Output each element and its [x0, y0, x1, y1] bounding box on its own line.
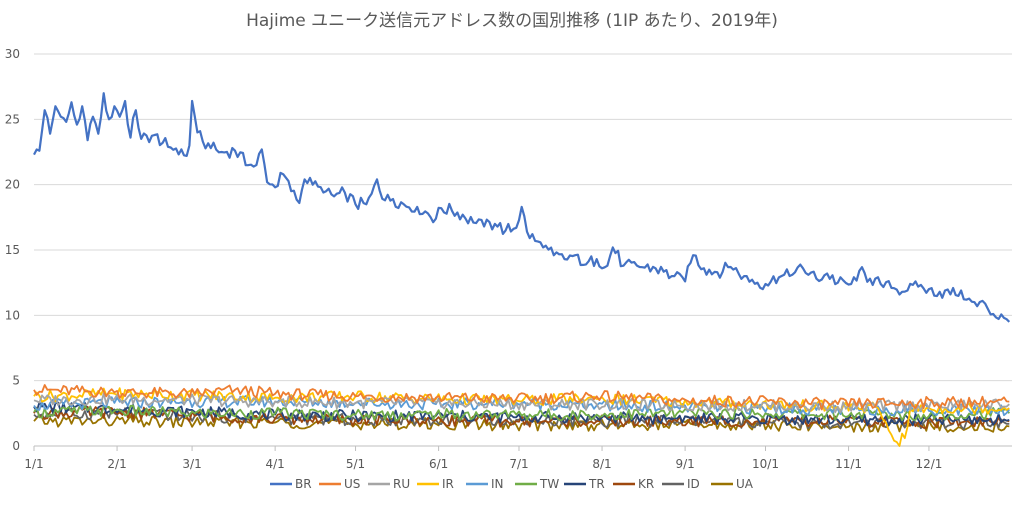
- legend-label-ru: RU: [393, 477, 410, 491]
- y-tick-label: 30: [5, 47, 20, 61]
- x-tick-label: 6/1: [429, 457, 448, 471]
- x-tick-label: 2/1: [107, 457, 126, 471]
- y-tick-label: 0: [12, 439, 20, 453]
- x-tick-label: 5/1: [346, 457, 365, 471]
- series-line-br: [33, 92, 1011, 323]
- y-tick-label: 10: [5, 308, 20, 322]
- x-tick-label: 7/1: [509, 457, 528, 471]
- legend-label-in: IN: [491, 477, 504, 491]
- series-line-tr: [33, 401, 1010, 427]
- series-lines: [33, 92, 1011, 447]
- legend-label-ir: IR: [442, 477, 454, 491]
- legend-label-tw: TW: [539, 477, 559, 491]
- x-tick-label: 11/1: [835, 457, 862, 471]
- gridlines: [34, 53, 1012, 382]
- x-tick-label: 3/1: [182, 457, 201, 471]
- y-tick-label: 20: [5, 178, 20, 192]
- series-line-tw: [33, 404, 1011, 422]
- y-tick-label: 15: [5, 243, 20, 257]
- legend-label-ua: UA: [736, 477, 754, 491]
- x-tick-label: 1/1: [24, 457, 43, 471]
- series-line-ru: [33, 392, 1010, 414]
- legend-label-tr: TR: [588, 477, 605, 491]
- chart-title: Hajime ユニーク送信元アドレス数の国別推移 (1IP あたり、2019年): [246, 11, 778, 31]
- x-tick-label: 10/1: [752, 457, 779, 471]
- x-tick-label: 9/1: [675, 457, 694, 471]
- x-tick-label: 8/1: [592, 457, 611, 471]
- x-tick-label: 4/1: [265, 457, 284, 471]
- series-line-us: [33, 384, 1010, 411]
- y-tick-label: 5: [12, 374, 20, 388]
- legend: BR US RU IR IN TW TR KR ID UA: [270, 477, 754, 491]
- y-tick-label: 25: [5, 112, 20, 126]
- x-tick-label: 12/1: [915, 457, 942, 471]
- axes: 0 5 10 15 20 25 30 1/1 2/1 3/1 4/1 5/1 6/1 7/1 8/1 9/1 1…: [5, 47, 1012, 471]
- legend-label-br: BR: [295, 477, 312, 491]
- legend-label-us: US: [344, 477, 360, 491]
- legend-label-id: ID: [687, 477, 700, 491]
- legend-label-kr: KR: [638, 477, 654, 491]
- series-line-ua: [33, 414, 1010, 433]
